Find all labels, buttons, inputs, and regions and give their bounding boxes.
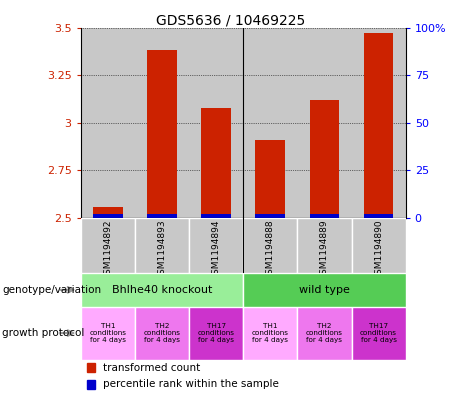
Bar (364, 214, 394, 218)
Text: GSM1194892: GSM1194892 (103, 220, 112, 280)
Bar (309, 100, 339, 218)
Bar (189, 218, 243, 273)
Bar (309, 214, 339, 218)
Bar (81, 273, 243, 307)
Bar (352, 307, 406, 360)
Bar (81, 307, 135, 360)
Bar (147, 50, 177, 218)
Bar (135, 307, 189, 360)
Text: TH2
conditions
for 4 days: TH2 conditions for 4 days (306, 323, 343, 343)
Bar (81, 28, 135, 218)
Bar (93, 207, 123, 218)
Bar (243, 307, 297, 360)
Bar (135, 28, 189, 218)
Text: GSM1194888: GSM1194888 (266, 220, 275, 280)
Bar (243, 273, 406, 307)
Text: growth protocol: growth protocol (2, 328, 85, 338)
Bar (255, 214, 285, 218)
Text: wild type: wild type (299, 285, 350, 295)
Text: GSM1194894: GSM1194894 (212, 220, 221, 280)
Text: Bhlhe40 knockout: Bhlhe40 knockout (112, 285, 212, 295)
Bar (147, 214, 177, 218)
Text: TH17
conditions
for 4 days: TH17 conditions for 4 days (198, 323, 235, 343)
Bar (201, 108, 231, 218)
Bar (243, 28, 297, 218)
Text: percentile rank within the sample: percentile rank within the sample (103, 379, 279, 389)
Text: TH1
conditions
for 4 days: TH1 conditions for 4 days (252, 323, 289, 343)
Text: GDS5636 / 10469225: GDS5636 / 10469225 (156, 14, 305, 28)
Bar (297, 307, 352, 360)
Text: GSM1194889: GSM1194889 (320, 220, 329, 280)
Text: GSM1194890: GSM1194890 (374, 220, 383, 280)
Text: TH1
conditions
for 4 days: TH1 conditions for 4 days (89, 323, 126, 343)
Bar (93, 214, 123, 218)
Bar (87, 363, 95, 372)
Text: transformed count: transformed count (103, 363, 201, 373)
Text: TH17
conditions
for 4 days: TH17 conditions for 4 days (360, 323, 397, 343)
Text: genotype/variation: genotype/variation (2, 285, 101, 295)
Text: GSM1194893: GSM1194893 (157, 220, 166, 280)
Bar (297, 218, 352, 273)
Bar (189, 28, 243, 218)
Bar (189, 307, 243, 360)
Bar (135, 218, 189, 273)
Bar (243, 218, 297, 273)
Bar (364, 33, 394, 218)
Text: TH2
conditions
for 4 days: TH2 conditions for 4 days (143, 323, 180, 343)
Bar (87, 380, 95, 389)
Bar (255, 140, 285, 218)
Bar (352, 218, 406, 273)
Bar (352, 28, 406, 218)
Bar (201, 214, 231, 218)
Bar (297, 28, 352, 218)
Bar (81, 218, 135, 273)
